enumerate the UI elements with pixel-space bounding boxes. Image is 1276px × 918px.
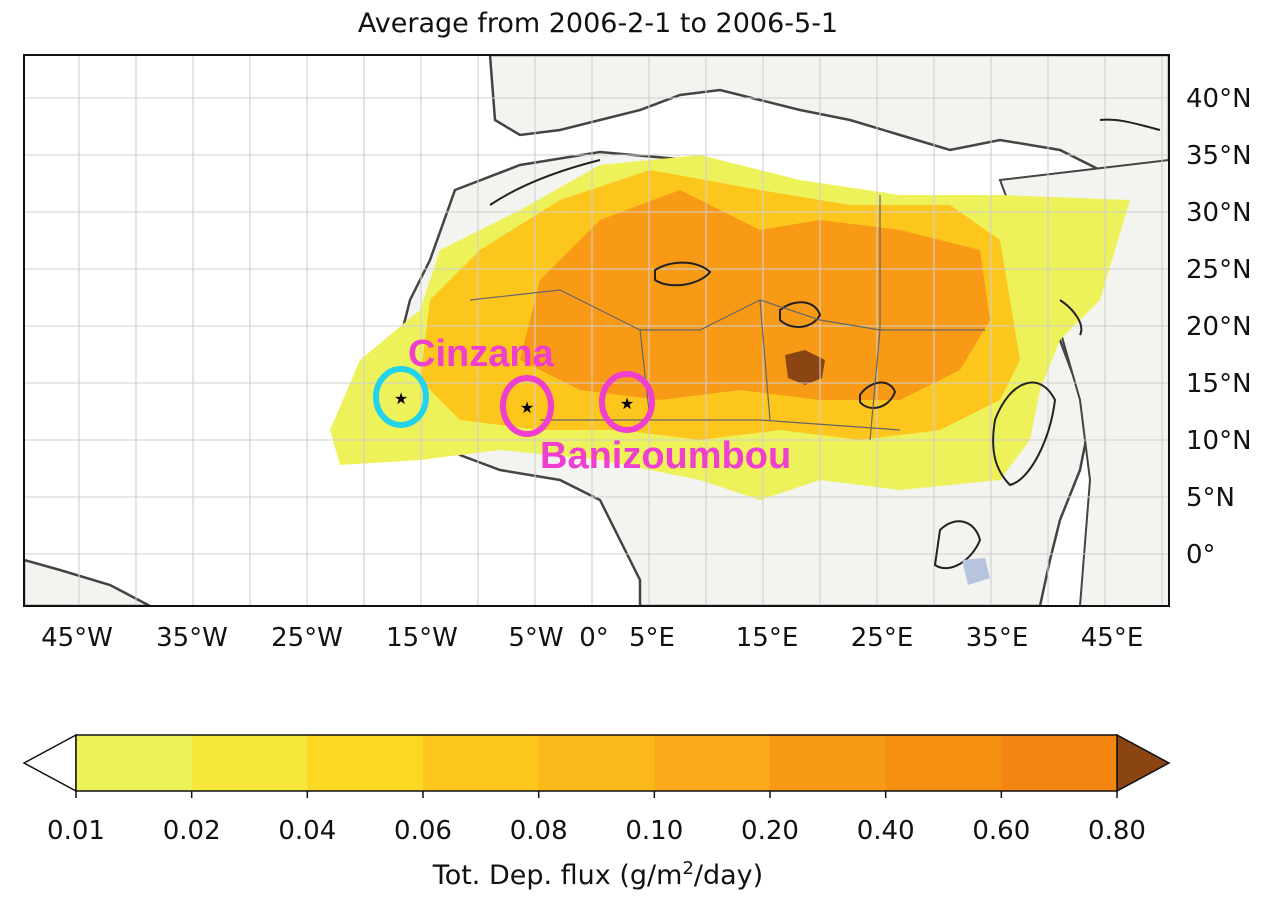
colorbar-tick-label: 0.80 [1088,816,1146,846]
colorbar-under-arrow [22,733,77,793]
graticule [24,55,1169,606]
lat-tick-label: 25°N [1186,255,1252,285]
site-dakar[interactable]: ★ [373,366,429,428]
colorbar-label: Tot. Dep. flux (g/m2/day) [0,858,1196,891]
colorbar-segment [191,735,308,791]
site-marker-star-icon: ★ [520,398,534,417]
colorbar-segment [307,735,424,791]
site-marker-star-icon: ★ [620,394,634,413]
colorbar-ticks: 0.01 0.02 0.04 0.06 0.08 0.10 0.20 0.40 0.60 0.80 [47,791,1146,846]
lon-tick-label: 35°W [156,623,228,653]
lat-tick-label: 35°N [1186,141,1252,171]
colorbar-segment [1001,735,1118,791]
country-borders [469,195,985,441]
colorbar: 0.01 0.02 0.04 0.06 0.08 0.10 0.20 0.40 0.60 0.80 [22,733,1171,846]
lat-tick-label: 15°N [1186,369,1252,399]
topography-contours [489,118,1161,570]
lon-tick-label: 45°W [41,623,113,653]
lat-tick-label: 20°N [1186,312,1252,342]
colorbar-frame [75,734,1118,792]
map-frame [23,54,1170,607]
colorbar-tick-label: 0.10 [625,816,683,846]
colorbar-tick-label: 0.20 [741,816,799,846]
colorbar-tick-label: 0.08 [510,816,568,846]
colorbar-tick-label: 0.02 [163,816,221,846]
dust-field-max [785,350,825,385]
lon-tick-label: 5°E [629,623,675,653]
colorbar-segments [76,735,1118,791]
site-dakar-circle [373,366,429,428]
colorbar-segment [423,735,540,791]
colorbar-segment [538,735,655,791]
colorbar-segment [76,735,193,791]
site-cinzana-label: Cinzana [408,333,555,375]
lon-tick-label: 25°W [271,623,343,653]
colorbar-over-arrow [1116,733,1171,793]
colorbar-label-suffix: /day) [693,860,764,891]
colorbar-tick-label: 0.01 [47,816,105,846]
lat-tick-label: 5°N [1186,483,1235,513]
lat-tick-label: 40°N [1186,84,1252,114]
colorbar-tick-label: 0.06 [394,816,452,846]
colorbar-segment [654,735,771,791]
colorbar-segment [770,735,887,791]
lat-tick-label: 10°N [1186,426,1252,456]
dust-field-high [520,190,990,400]
lat-tick-label: 0° [1186,540,1216,570]
lon-tick-label: 15°W [386,623,458,653]
site-cinzana-circle [500,375,554,437]
colorbar-segment [885,735,1002,791]
lon-tick-label: 45°E [1081,623,1144,653]
lon-tick-label: 25°E [851,623,914,653]
site-banizoumbou[interactable]: ★ Banizoumbou [540,371,791,477]
lat-tick-labels: 40°N 35°N 30°N 25°N 20°N 15°N 10°N 5°N 0… [1186,84,1252,570]
colorbar-tick-label: 0.04 [278,816,336,846]
colorbar-tick-label: 0.40 [857,816,915,846]
site-banizoumbou-circle [599,371,655,433]
map-panel [24,55,1169,606]
colorbar-tick-label: 0.60 [972,816,1030,846]
colorbar-label-sup: 2 [682,858,694,879]
lon-tick-labels: 45°W 35°W 25°W 15°W 5°W 0° 5°E 15°E 25°E… [41,623,1143,653]
lon-tick-label: 15°E [736,623,799,653]
lon-tick-label: 0° [579,623,609,653]
site-marker-star-icon: ★ [394,389,408,408]
site-cinzana[interactable]: ★ Cinzana [408,333,555,437]
lake-victoria [962,558,990,585]
map-title: Average from 2006-2-1 to 2006-5-1 [357,8,839,39]
lon-tick-label: 5°W [508,623,563,653]
colorbar-label-prefix: Tot. Dep. flux (g/m [432,860,683,891]
lat-tick-label: 30°N [1186,198,1252,228]
land-south-america [24,558,151,606]
site-banizoumbou-label: Banizoumbou [540,435,791,477]
lon-tick-label: 35°E [966,623,1029,653]
